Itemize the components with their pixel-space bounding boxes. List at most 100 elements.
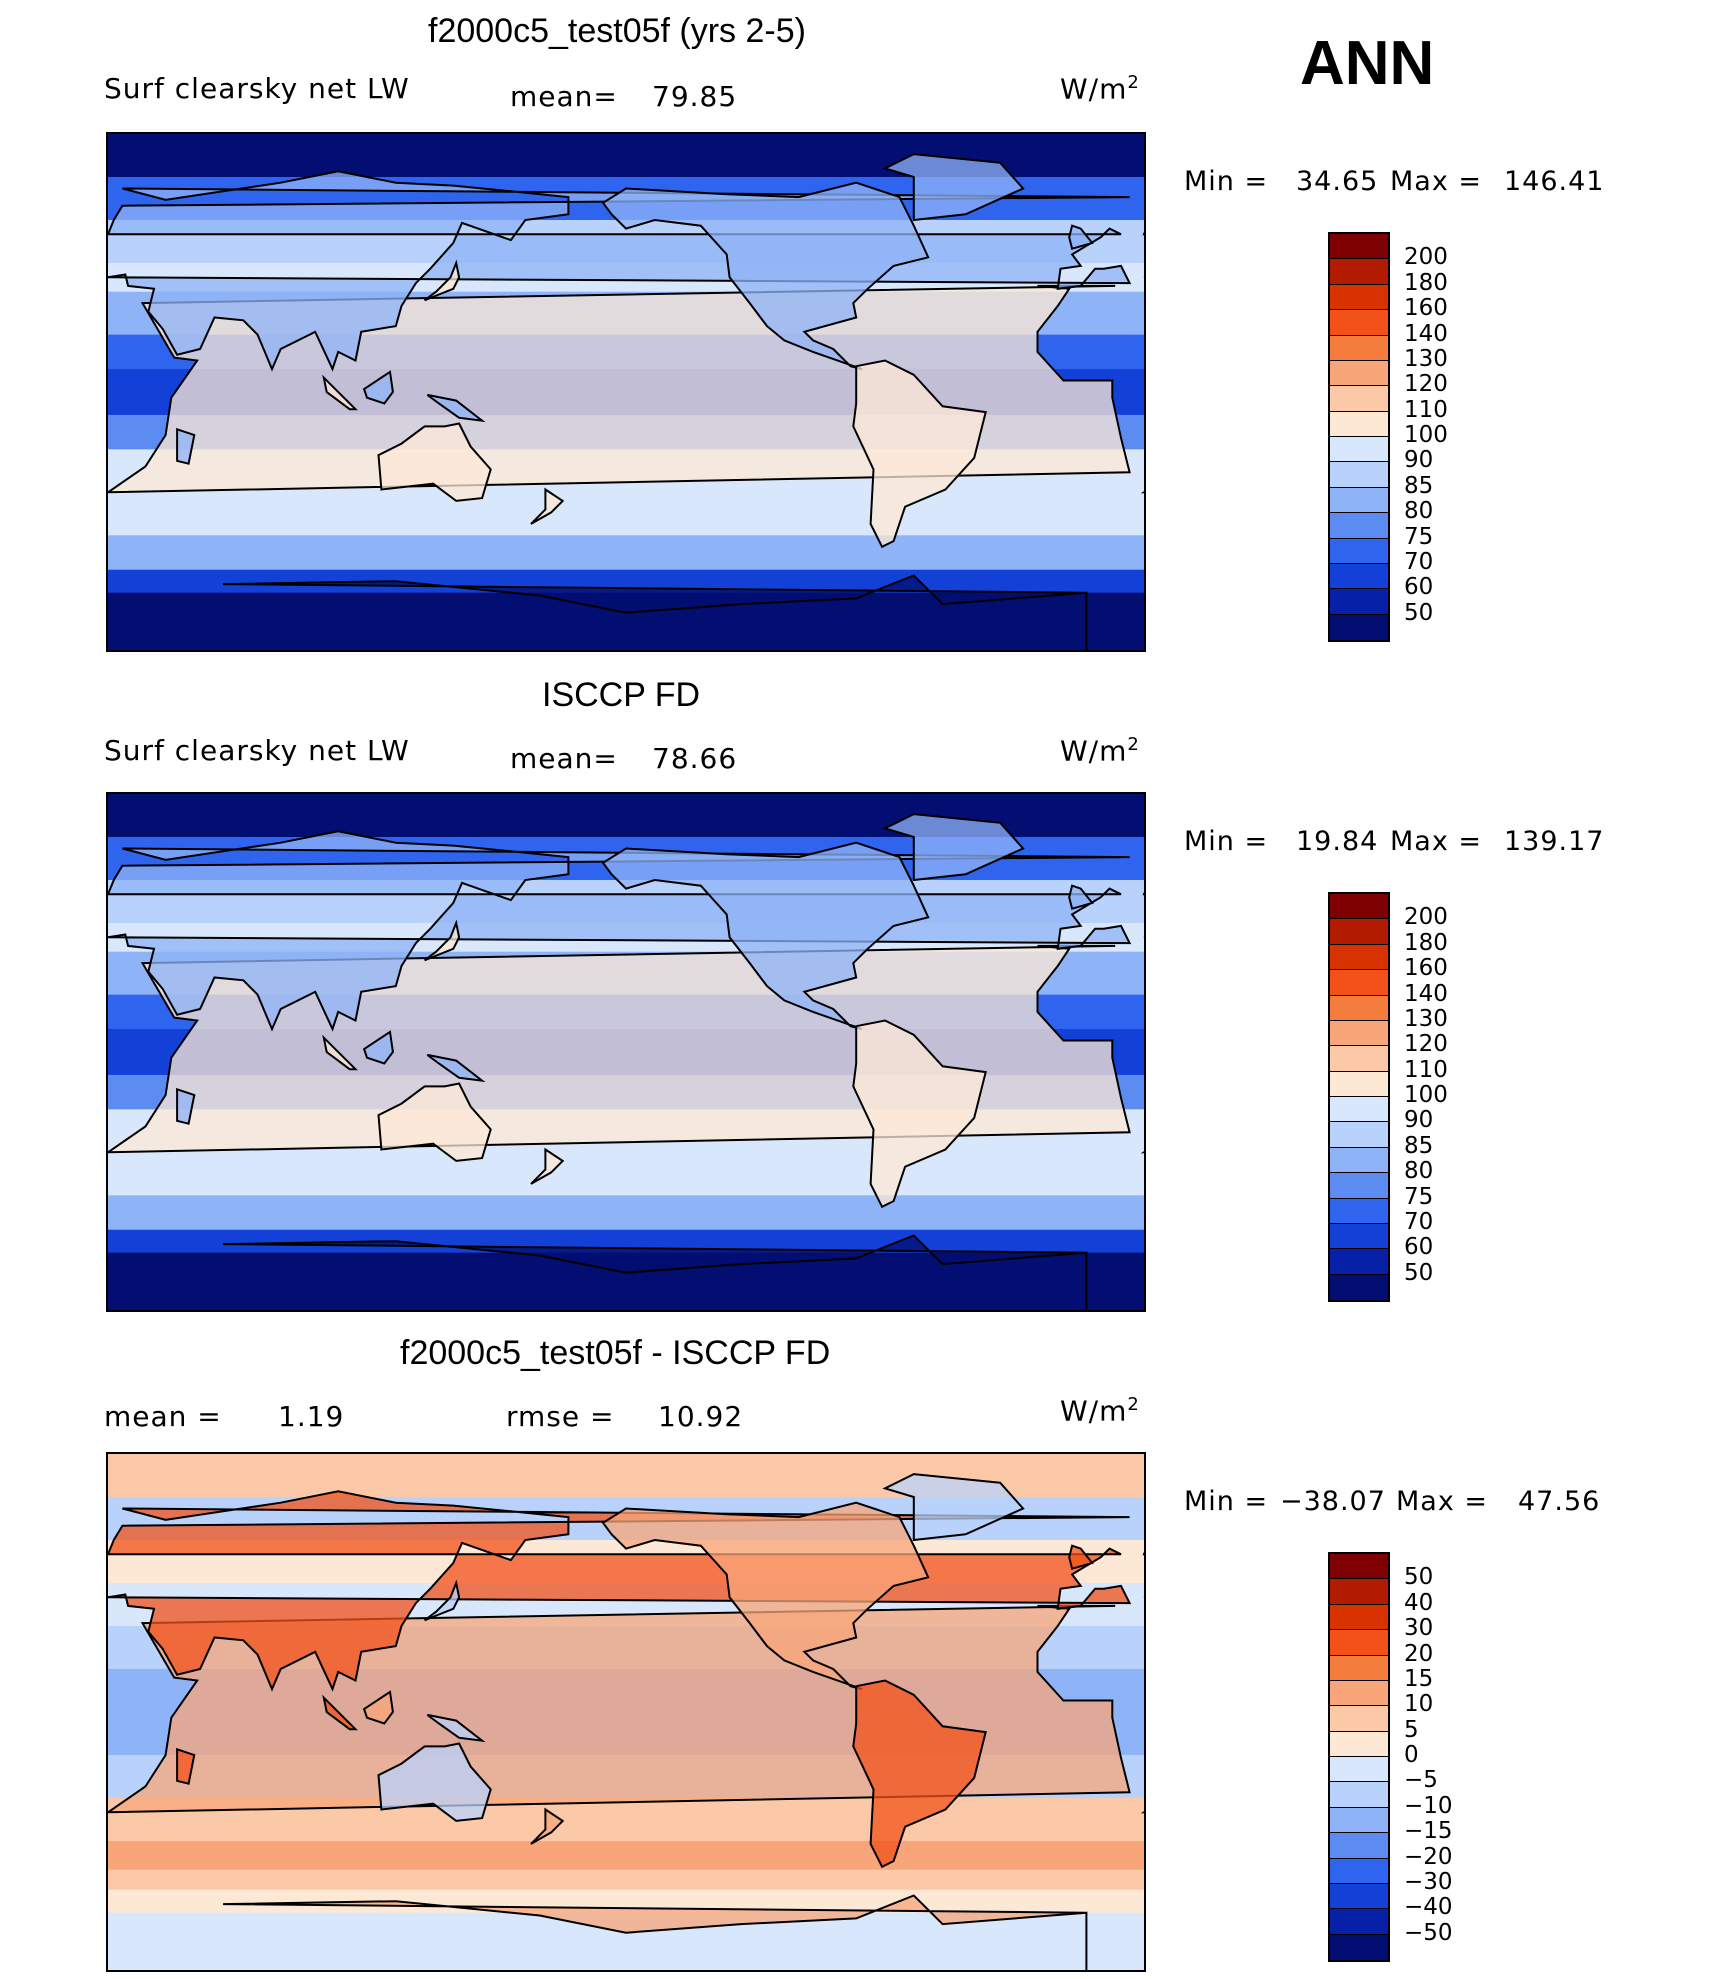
colorbar-swatch [1330, 538, 1388, 564]
panel-3-colorbar [1328, 1552, 1390, 1962]
colorbar-swatch [1330, 1934, 1388, 1960]
continent-outline [530, 1147, 565, 1185]
colorbar-tick-label: 50 [1404, 599, 1434, 626]
continent-outline [108, 1490, 1132, 1692]
colorbar-swatch [1330, 462, 1388, 488]
colorbar-swatch [1330, 563, 1388, 590]
field-band [108, 1195, 1144, 1231]
colorbar-tick-label: 140 [1404, 320, 1448, 347]
colorbar-tick-label: 10 [1404, 1691, 1434, 1718]
colorbar-swatch [1330, 1655, 1388, 1681]
field-band [108, 1841, 1144, 1871]
panel-1-colorbar [1328, 232, 1390, 642]
continent-outline [1068, 224, 1094, 250]
colorbar-tick-label: 200 [1404, 904, 1448, 931]
colorbar-tick-label: 80 [1404, 498, 1434, 525]
colorbar-swatch [1330, 1097, 1388, 1123]
colorbar-swatch [1330, 1883, 1388, 1910]
colorbar-swatch [1330, 386, 1388, 412]
panel-2-variable-label: Surf clearsky net LW [104, 734, 410, 767]
continent-outline [852, 1679, 987, 1869]
colorbar-swatch [1330, 1807, 1388, 1834]
field-band [108, 535, 1144, 571]
continent-outline [424, 259, 461, 302]
colorbar-swatch [1330, 894, 1388, 920]
panel-1-title: f2000c5_test05f (yrs 2-5) [428, 12, 806, 50]
colorbar-swatch [1330, 995, 1388, 1021]
continent-outline [108, 170, 1132, 372]
colorbar-tick-label: 130 [1404, 345, 1448, 372]
continent-outline [882, 813, 1025, 882]
colorbar-swatch [1330, 284, 1388, 311]
colorbar-tick-label: −30 [1404, 1868, 1453, 1895]
continent-outline [530, 1807, 565, 1845]
panel-3-max-value: 47.56 [1518, 1486, 1601, 1517]
colorbar-swatch [1330, 1706, 1388, 1732]
panel-2-max-label: Max = [1390, 826, 1483, 857]
continent-outline [530, 487, 565, 525]
continent-outline [882, 153, 1025, 222]
colorbar-tick-label: 110 [1404, 1056, 1448, 1083]
colorbar-tick-label: 160 [1404, 295, 1448, 322]
colorbar-tick-label: 30 [1404, 1615, 1434, 1642]
colorbar-tick-label: 110 [1404, 396, 1448, 423]
colorbar-swatch [1330, 1554, 1388, 1580]
colorbar-swatch [1330, 437, 1388, 463]
colorbar-tick-label: 100 [1404, 422, 1448, 448]
colorbar-swatch [1330, 360, 1388, 387]
colorbar-swatch [1330, 411, 1388, 437]
colorbar-tick-label: 120 [1404, 1031, 1448, 1058]
continent-outline [1068, 884, 1094, 910]
continent-outline [176, 1747, 196, 1785]
panel-2-min-value: 19.84 [1296, 826, 1379, 857]
colorbar-swatch [1330, 335, 1388, 361]
colorbar-swatch [1330, 1173, 1388, 1199]
panel-2-colorbar [1328, 892, 1390, 1302]
colorbar-tick-label: 70 [1404, 548, 1434, 575]
colorbar-swatch [1330, 1249, 1388, 1275]
panel-3-max-label: Max = [1396, 1486, 1489, 1517]
panel-1-variable-label: Surf clearsky net LW [104, 72, 410, 105]
colorbar-swatch [1330, 1198, 1388, 1224]
colorbar-tick-label: 70 [1404, 1208, 1434, 1235]
panel-3-title: f2000c5_test05f - ISCCP FD [400, 1334, 831, 1372]
colorbar-tick-label: 130 [1404, 1005, 1448, 1032]
colorbar-tick-label: 75 [1404, 1183, 1434, 1210]
colorbar-swatch [1330, 1630, 1388, 1656]
colorbar-tick-label: 60 [1404, 1234, 1434, 1261]
continent-outline [223, 1234, 1088, 1310]
panel-2-max-value: 139.17 [1504, 826, 1605, 857]
colorbar-tick-label: 120 [1404, 371, 1448, 398]
colorbar-tick-label: 180 [1404, 929, 1448, 956]
colorbar-tick-label: 15 [1404, 1665, 1434, 1692]
continent-outline [882, 1473, 1025, 1542]
colorbar-tick-label: 180 [1404, 269, 1448, 296]
colorbar-swatch [1330, 1757, 1388, 1783]
continent-outline [362, 1030, 394, 1065]
colorbar-swatch [1330, 1833, 1388, 1859]
continent-outline [362, 370, 394, 405]
colorbar-swatch [1330, 487, 1388, 514]
continent-outline [322, 374, 358, 411]
panel-3-rmse-label: rmse = [506, 1400, 615, 1433]
colorbar-swatch [1330, 614, 1388, 640]
colorbar-tick-label: 60 [1404, 574, 1434, 601]
panel-3-min-value: −38.07 [1280, 1486, 1386, 1517]
continent-outline [426, 393, 486, 423]
colorbar-swatch [1330, 1680, 1388, 1707]
continent-outline [377, 1082, 492, 1162]
panel-2-title: ISCCP FD [542, 676, 701, 714]
colorbar-swatch [1330, 1223, 1388, 1250]
panel-1-map [106, 132, 1146, 652]
colorbar-swatch [1330, 1579, 1388, 1605]
colorbar-tick-label: −10 [1404, 1792, 1453, 1819]
colorbar-tick-label: 100 [1404, 1082, 1448, 1108]
colorbar-swatch [1330, 234, 1388, 260]
colorbar-tick-label: 20 [1404, 1640, 1434, 1667]
continent-outline [176, 1087, 196, 1125]
field-band [108, 1152, 1144, 1197]
panel-2-mean-value: 78.66 [652, 742, 738, 775]
colorbar-swatch [1330, 1071, 1388, 1097]
colorbar-swatch [1330, 1274, 1388, 1300]
colorbar-tick-label: 90 [1404, 1107, 1434, 1134]
